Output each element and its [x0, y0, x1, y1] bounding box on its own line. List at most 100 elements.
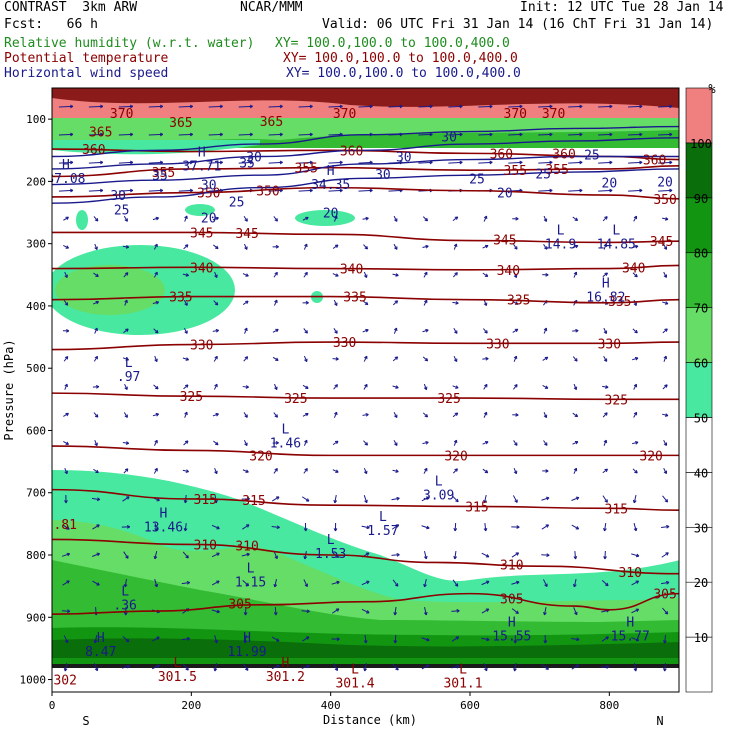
wind-arrow-head — [245, 582, 250, 587]
wind-arrow-head — [216, 580, 220, 584]
wind-arrow — [271, 636, 280, 642]
colorbar-label: 10 — [694, 631, 708, 645]
wind-arrow — [328, 189, 343, 192]
wind-arrow-head — [393, 640, 398, 644]
wind-arrow-head — [185, 667, 189, 671]
wind-arrow-head — [303, 528, 308, 532]
wind-arrow — [631, 608, 639, 614]
wind-arrow-head — [245, 469, 249, 473]
wind-arrow-head — [364, 383, 368, 388]
wind-arrow-head — [214, 470, 218, 475]
wind-arrow-head — [214, 499, 218, 504]
wind-arrow-head — [453, 439, 458, 444]
wind-label: 30 — [201, 179, 217, 194]
wind-arrow-head — [545, 469, 549, 473]
wind-arrow-head — [274, 271, 278, 276]
wind-arrow — [451, 636, 459, 642]
wind-contour — [52, 168, 679, 204]
wind-arrow-head — [605, 385, 609, 389]
wind-arrow-head — [603, 358, 608, 362]
wind-arrow-head — [94, 218, 99, 222]
wind-arrow-head — [70, 188, 74, 193]
theta-contour-320 — [52, 445, 679, 457]
wind-arrow — [64, 663, 68, 672]
wind-arrow-head — [545, 524, 550, 528]
wind-arrow-head — [185, 469, 190, 473]
extremum-value: 14.9 — [545, 237, 576, 252]
wind-arrow-head — [99, 160, 104, 165]
theta-label: 310 — [618, 566, 641, 581]
wind-arrow-head — [483, 527, 488, 532]
wind-arrow-head — [245, 300, 249, 305]
wind-arrow-head — [425, 440, 429, 445]
legend-rh-xy: XY= 100.0,100.0 to 100.0,400.0 — [275, 36, 510, 51]
wind-arrow-head — [635, 553, 640, 558]
wind-arrow-head — [274, 299, 278, 304]
wind-arrow-head — [426, 637, 430, 642]
wind-arrow — [58, 161, 73, 164]
legend-rh: Relative humidity (w.r.t. water) — [4, 36, 255, 51]
wind-arrow-head — [279, 160, 283, 165]
wind-arrow-head — [189, 188, 194, 193]
wind-arrow — [154, 579, 158, 588]
wind-arrow-head — [70, 104, 74, 109]
wind-arrow-head — [425, 244, 429, 249]
wind-arrow — [392, 579, 399, 587]
wind-vector-field — [58, 104, 673, 672]
wind-label: 35 — [239, 157, 255, 172]
wind-arrow-head — [453, 358, 458, 362]
wind-arrow-head — [186, 636, 191, 641]
wind-arrow-head — [485, 244, 489, 249]
wind-arrow-head — [184, 244, 189, 248]
wind-arrow-head — [65, 216, 69, 221]
wind-arrow — [88, 105, 103, 108]
wind-arrow — [633, 522, 637, 531]
wind-arrow-head — [455, 301, 459, 305]
wind-arrow — [301, 610, 310, 612]
wind-arrow-head — [214, 355, 218, 360]
wind-arrow-head — [364, 245, 369, 250]
wind-arrow-head — [309, 104, 313, 109]
wind-arrow-head — [606, 665, 610, 669]
wind-arrow — [301, 636, 310, 642]
wind-arrow — [242, 524, 250, 530]
wind-arrow-head — [484, 469, 489, 474]
wind-arrow-head — [514, 499, 518, 503]
wind-arrow-head — [574, 413, 579, 418]
wind-arrow — [573, 579, 577, 588]
theta-label: 360 — [552, 147, 575, 162]
wind-label: 35 — [152, 169, 168, 184]
wind-arrow-head — [516, 580, 520, 585]
theta-label: 330 — [598, 337, 621, 352]
wind-arrow — [121, 665, 130, 669]
wind-arrow — [601, 579, 609, 587]
extremum-type: H — [62, 158, 70, 173]
wind-arrow-head — [126, 525, 131, 529]
wind-arrow — [271, 496, 280, 502]
wind-arrow — [361, 580, 370, 586]
wind-arrow-head — [364, 301, 369, 306]
wind-arrow-head — [334, 244, 339, 248]
theta-label: 335 — [169, 291, 192, 306]
theta-label: 350 — [653, 193, 676, 208]
wind-arrow-head — [215, 328, 219, 333]
wind-arrow-head — [513, 640, 518, 644]
wind-arrow — [268, 161, 283, 164]
wind-arrow-head — [669, 160, 673, 165]
y-tick-label: 700 — [26, 487, 46, 500]
wind-arrow-head — [66, 328, 70, 333]
wind-arrow-head — [395, 666, 399, 671]
wind-arrow-head — [245, 273, 249, 277]
wind-arrow — [123, 551, 129, 559]
wind-label: 25 — [535, 167, 551, 182]
wind-arrow — [122, 636, 130, 643]
wind-arrow-head — [423, 611, 428, 616]
theta-contour-325 — [52, 392, 679, 401]
wind-arrow-head — [394, 583, 399, 587]
wind-arrow — [298, 105, 313, 108]
wind-arrow — [391, 554, 400, 556]
wind-arrow-head — [459, 160, 463, 165]
colorbar-segment — [685, 362, 713, 418]
wind-arrow-head — [155, 300, 160, 305]
wind-arrow — [268, 189, 283, 192]
